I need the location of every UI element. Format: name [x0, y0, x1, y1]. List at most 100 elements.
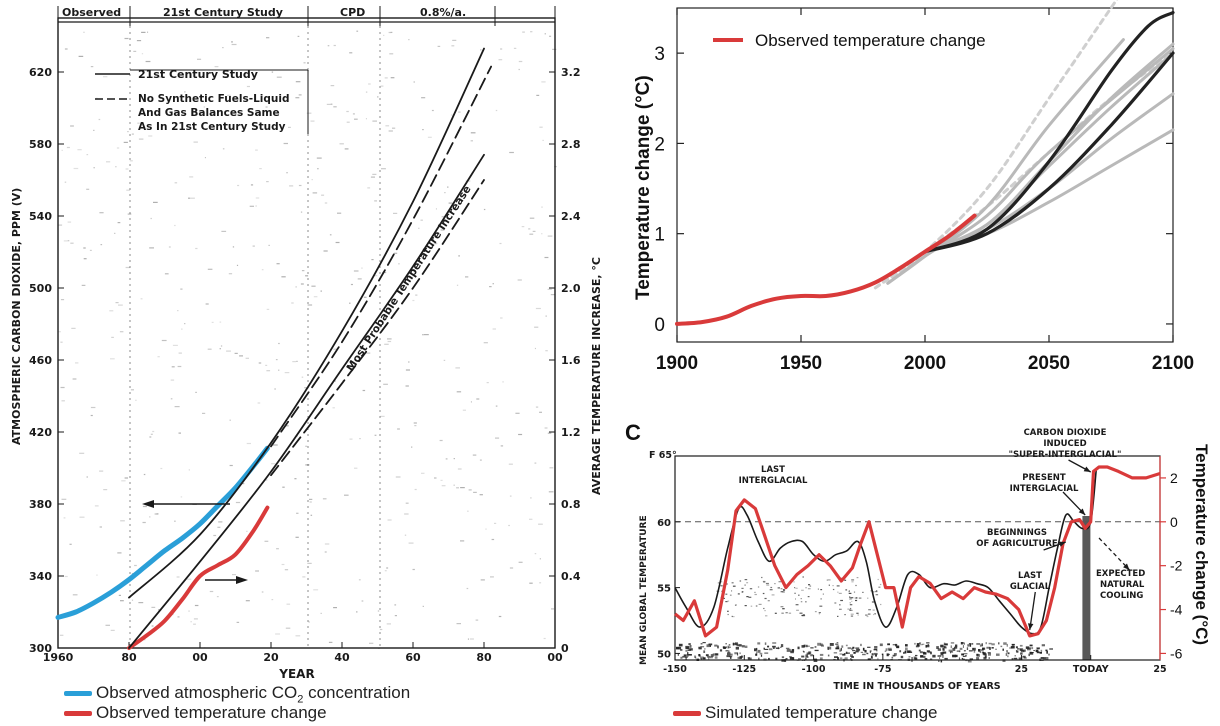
scan-speck [534, 462, 537, 464]
scan-texture [757, 586, 760, 588]
scan-speck [388, 31, 392, 34]
scan-texture [847, 647, 852, 650]
scan-speck [89, 249, 92, 251]
scan-speck [448, 202, 453, 204]
y-left-tick-label: 460 [29, 354, 52, 367]
scan-speck [161, 339, 167, 342]
scan-texture [895, 643, 898, 647]
scan-speck [147, 31, 149, 33]
legend-temp-item: Observed temperature change [64, 703, 410, 723]
scan-texture [731, 615, 733, 617]
scan-speck [453, 484, 455, 486]
scan-speck [539, 582, 542, 584]
scan-texture [744, 584, 746, 586]
scan-texture [927, 651, 932, 654]
scan-speck [412, 299, 415, 302]
scan-speck [211, 321, 214, 323]
scan-speck [404, 513, 409, 515]
x-tick-label: 60 [405, 651, 421, 664]
scan-texture [798, 658, 801, 661]
scan-speck [75, 362, 79, 364]
scan-texture [961, 653, 964, 656]
scan-speck [541, 81, 546, 83]
scan-speck [264, 479, 268, 481]
scan-speck [250, 184, 254, 186]
scan-speck [64, 575, 68, 578]
scan-texture [727, 613, 729, 616]
scan-speck [174, 406, 180, 408]
scan-texture [839, 608, 842, 610]
scan-speck [121, 480, 126, 482]
scan-texture [727, 610, 729, 612]
panel-a-left-axis-label: ATMOSPHERIC CARBON DIOXIDE, PPM (V) [10, 188, 23, 445]
scan-speck [548, 491, 554, 493]
scan-speck [421, 97, 426, 99]
annotation-cooling-2: NATURAL [1100, 580, 1145, 590]
scan-texture [730, 653, 733, 656]
observed-temperature-line [675, 213, 977, 326]
y-right-tick-label: 2.0 [561, 282, 581, 295]
scan-texture [802, 614, 805, 616]
scan-texture [849, 609, 852, 611]
scan-speck [302, 576, 306, 578]
scan-texture [780, 606, 784, 608]
scan-texture [942, 651, 947, 654]
scan-speck [231, 41, 233, 43]
scan-texture [1040, 649, 1043, 653]
scan-speck [110, 358, 115, 360]
scan-speck [295, 81, 301, 83]
scan-speck [236, 621, 240, 623]
scan-speck [397, 428, 400, 430]
scan-speck [521, 226, 525, 228]
scan-texture [976, 657, 980, 661]
scan-speck [356, 611, 358, 613]
scan-speck [300, 283, 304, 285]
scan-speck [236, 264, 239, 266]
scan-speck [337, 212, 342, 214]
legend-no-synthetic-line3: As In 21st Century Study [138, 121, 286, 133]
scan-speck [83, 258, 87, 260]
scan-speck [483, 208, 486, 211]
scan-texture [834, 656, 838, 658]
y-right-tick-label: 0 [561, 642, 569, 655]
projection-gray-line [886, 47, 1175, 285]
scan-speck [79, 516, 85, 518]
scan-speck [550, 294, 556, 296]
scan-texture [876, 649, 878, 652]
scan-texture [950, 651, 952, 654]
scan-speck [219, 348, 221, 350]
scan-speck [234, 352, 238, 354]
scan-texture [903, 651, 905, 654]
scan-texture [969, 658, 973, 660]
scan-texture [893, 653, 897, 656]
scan-speck [490, 576, 494, 578]
annotation-last-glacial-1: LAST [1018, 571, 1042, 581]
scan-texture [1022, 655, 1026, 658]
scan-texture [725, 643, 727, 645]
scan-speck [66, 146, 70, 149]
scan-speck [333, 607, 337, 609]
scan-speck [513, 47, 517, 49]
scan-texture [680, 649, 683, 651]
scan-speck [386, 567, 389, 569]
scan-texture [950, 645, 952, 649]
scan-texture [922, 643, 925, 645]
scan-speck [127, 131, 129, 133]
y-right-tick-label: 1.6 [561, 354, 581, 367]
scan-texture [686, 654, 689, 657]
scan-texture [851, 648, 854, 650]
scan-texture [937, 648, 941, 651]
annotation-agriculture-2: OF AGRICULTURE [976, 539, 1058, 549]
scan-texture [930, 651, 932, 655]
scan-speck [522, 31, 525, 33]
scan-texture [803, 644, 806, 647]
y-tick-label: 1 [654, 225, 665, 246]
scan-speck [283, 142, 288, 145]
scan-speck [453, 458, 455, 460]
scan-texture [764, 610, 766, 612]
scan-texture [989, 647, 991, 650]
agriculture-arrow-head [1058, 541, 1066, 547]
scan-speck [259, 168, 262, 170]
annotation-co2-1: CARBON DIOXIDE [1024, 428, 1107, 438]
scan-speck [219, 321, 222, 323]
